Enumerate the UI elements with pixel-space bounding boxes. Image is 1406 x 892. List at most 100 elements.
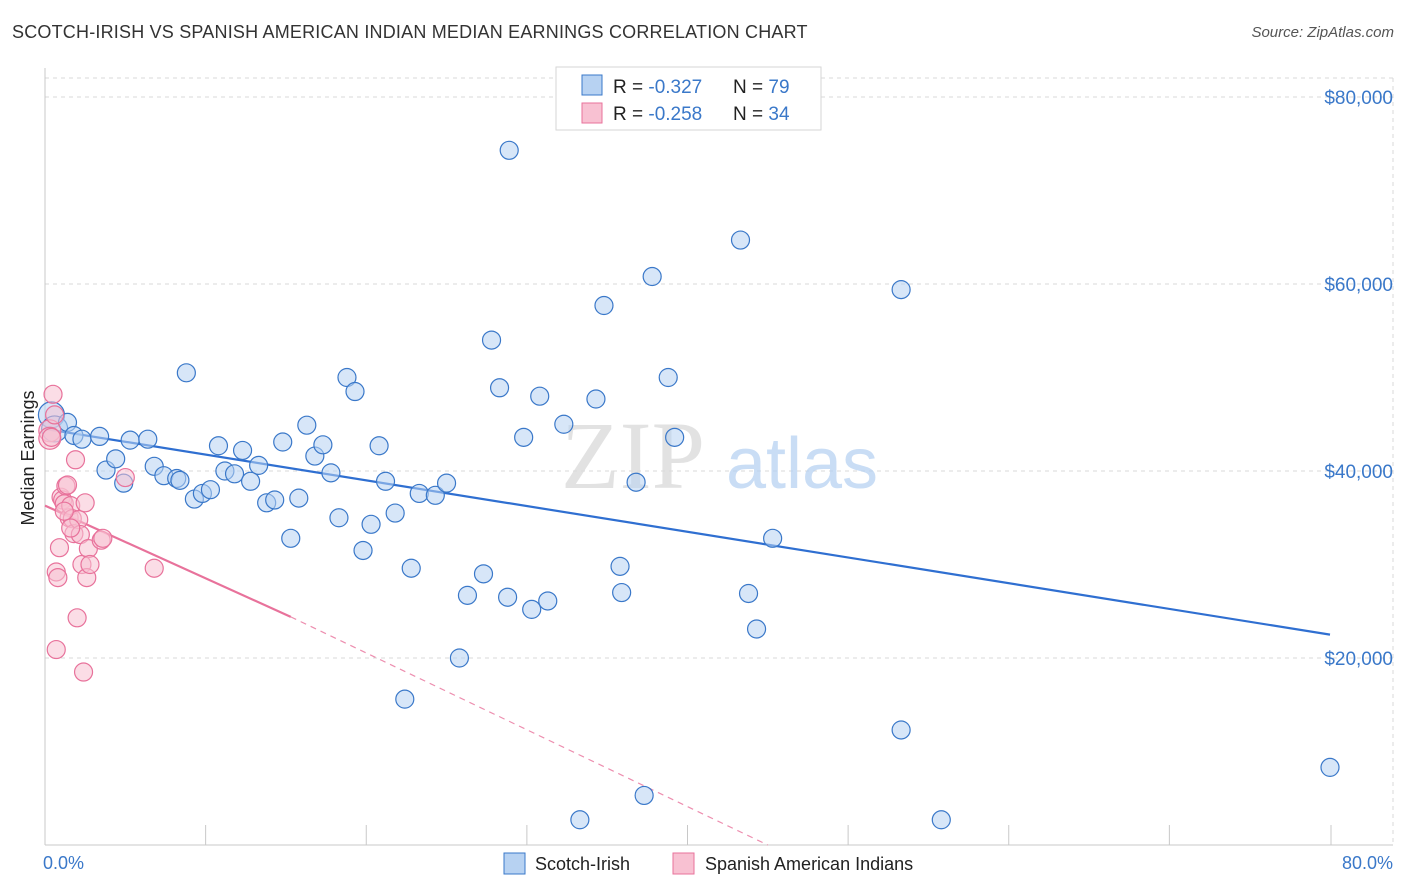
- points-layer: [37, 140, 1340, 830]
- scotch-irish-point: [586, 389, 606, 409]
- spanish-american-indian-point: [41, 427, 62, 447]
- spanish-american-indian-point: [46, 639, 66, 660]
- scotch-irish-point: [763, 528, 783, 548]
- legend-r-label-2: R =: [613, 104, 648, 125]
- scotch-irish-point: [498, 587, 518, 607]
- scotch-irish-point: [746, 619, 767, 639]
- watermark-zip: ZIP: [561, 402, 705, 509]
- watermark: ZIP atlas: [561, 402, 878, 509]
- scotch-irish-point: [610, 556, 630, 576]
- scotch-irish-point: [313, 435, 333, 455]
- scotch-irish-point: [224, 464, 245, 484]
- spanish-american-indian-point: [65, 450, 86, 470]
- scotch-irish-point: [1320, 757, 1340, 777]
- scotch-irish-point: [473, 564, 494, 584]
- bottom-legend: Scotch-Irish Spanish American Indians: [503, 852, 913, 875]
- legend-r-value-1: -0.327: [648, 77, 702, 98]
- scotch-irish-point: [241, 471, 261, 491]
- spanish-american-indian-trendline-extension: [290, 616, 769, 846]
- scotch-irish-point: [457, 585, 478, 605]
- scotch-irish-point: [273, 432, 293, 452]
- svg-text:N = 79: N = 79: [733, 77, 790, 98]
- scotch-irish-point: [385, 503, 405, 523]
- scotch-irish-point: [499, 140, 519, 160]
- legend-swatch-blue: [581, 74, 603, 96]
- scotch-irish-point: [353, 540, 373, 561]
- spanish-american-indian-point: [67, 608, 87, 628]
- svg-text:N = 34: N = 34: [733, 104, 790, 125]
- scotch-irish-point: [369, 436, 389, 456]
- legend-r-value-2: -0.258: [648, 104, 702, 125]
- spanish-american-indian-point: [43, 384, 63, 404]
- scotch-irish-point: [375, 471, 396, 491]
- scotch-irish-point: [522, 599, 542, 619]
- spanish-american-indian-point: [57, 475, 78, 495]
- scotch-irish-point: [489, 378, 510, 398]
- y-tick-label: $80,000: [1324, 88, 1393, 109]
- scotch-irish-point: [481, 330, 502, 350]
- spanish-american-indian-point: [54, 501, 74, 521]
- scotch-irish-point: [449, 648, 470, 668]
- scotch-irish-point: [891, 720, 911, 740]
- scotch-irish-point: [329, 508, 349, 528]
- scotch-irish-point: [170, 470, 190, 490]
- scotch-irish-point: [395, 689, 415, 709]
- scotch-irish-point: [570, 810, 590, 830]
- scotch-irish-point: [730, 230, 751, 250]
- axis-layer: $20,000 $40,000 $60,000 $80,000 0.0% 80.0%: [43, 68, 1393, 873]
- chart-title: SCOTCH-IRISH VS SPANISH AMERICAN INDIAN …: [12, 22, 808, 42]
- watermark-atlas: atlas: [726, 424, 878, 504]
- spanish-american-indian-point: [45, 405, 65, 425]
- scotch-irish-point: [249, 455, 269, 475]
- scotch-irish-point: [658, 367, 678, 388]
- bottom-legend-label-spanish-american-indians: Spanish American Indians: [705, 854, 913, 874]
- legend-n-value-1: 79: [768, 77, 789, 98]
- legend-n-label-1: N =: [733, 77, 768, 98]
- scotch-irish-point: [208, 436, 229, 456]
- scotch-irish-point: [538, 591, 558, 611]
- spanish-american-indian-point: [49, 538, 70, 558]
- svg-text:R = -0.327: R = -0.327: [613, 77, 702, 98]
- scotch-irish-point: [297, 415, 317, 435]
- scotch-irish-point: [594, 295, 614, 316]
- scotch-irish-point: [530, 386, 550, 406]
- y-tick-label: $40,000: [1324, 462, 1393, 483]
- spanish-american-indian-point: [48, 567, 68, 588]
- bottom-legend-swatch-pink: [672, 852, 695, 875]
- scotch-irish-point: [612, 582, 632, 603]
- spanish-american-indian-point: [75, 493, 95, 513]
- scotch-irish-point: [289, 488, 309, 508]
- legend: R = -0.327 N = 79 R = -0.258 N = 34: [555, 66, 822, 131]
- spanish-american-indian-point: [61, 518, 81, 538]
- chart-source: Source: ZipAtlas.com: [1251, 24, 1394, 41]
- scotch-irish-point: [232, 440, 253, 461]
- legend-n-label-2: N =: [733, 104, 768, 125]
- scotch-irish-point: [90, 426, 110, 447]
- scotch-irish-point: [436, 473, 457, 493]
- scotch-irish-point: [265, 490, 285, 510]
- scotch-irish-point: [138, 429, 158, 449]
- scotch-irish-point: [361, 514, 381, 534]
- x-tick-label: 80.0%: [1342, 853, 1393, 873]
- scotch-irish-point: [425, 485, 445, 505]
- y-axis-label: Median Earnings: [18, 390, 38, 525]
- bottom-legend-swatch-blue: [503, 852, 526, 875]
- y-tick-label: $20,000: [1324, 649, 1393, 670]
- svg-text:R = -0.258: R = -0.258: [613, 104, 702, 125]
- scotch-irish-point: [281, 528, 301, 548]
- spanish-american-indian-point: [115, 467, 135, 488]
- scotch-irish-point: [626, 472, 646, 492]
- scotch-irish-point: [554, 414, 574, 434]
- scotch-irish-point: [120, 430, 140, 450]
- scotch-irish-point: [200, 480, 221, 500]
- scotch-irish-point: [176, 363, 196, 383]
- scotch-irish-point: [891, 280, 911, 300]
- scotch-irish-point: [72, 429, 92, 449]
- spanish-american-indian-point: [144, 558, 164, 578]
- legend-n-value-2: 34: [768, 104, 790, 125]
- x-tick-label: 0.0%: [43, 853, 84, 873]
- legend-r-label-1: R =: [613, 77, 648, 98]
- scotch-irish-point: [345, 381, 365, 402]
- y-tick-label: $60,000: [1324, 275, 1393, 296]
